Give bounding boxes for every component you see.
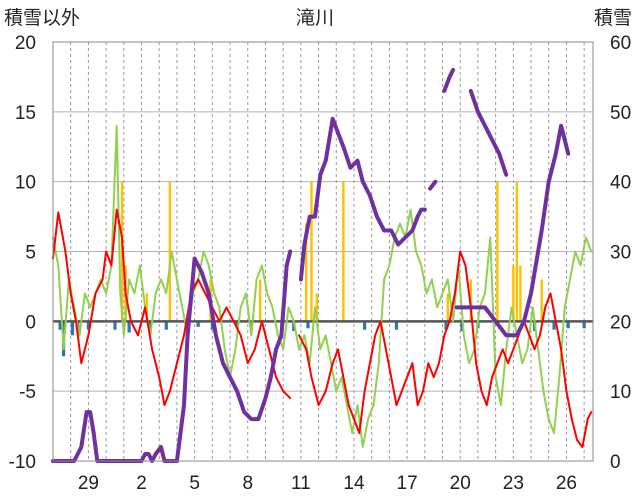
snow-depth-line <box>298 116 427 282</box>
sunshine-bar <box>58 321 62 330</box>
snow-depth-line <box>454 123 571 338</box>
x-tick-label: 17 <box>397 473 418 494</box>
sunshine-bar <box>148 321 152 332</box>
sunshine-bar <box>566 321 570 329</box>
sunshine-bar <box>196 321 200 327</box>
sunshine-bar <box>113 321 117 330</box>
left-tick-label: -10 <box>9 452 36 473</box>
left-axis-ticks: -10 -5 0 5 10 15 20 <box>9 33 36 473</box>
right-tick-label: 40 <box>610 173 631 194</box>
left-tick-label: 10 <box>15 173 36 194</box>
chart-title: 滝川 <box>296 7 334 29</box>
right-axis-label: 積雪 <box>594 7 632 29</box>
precipitation-bar <box>496 181 499 322</box>
sunshine-bar <box>164 321 168 330</box>
right-tick-label: 0 <box>610 452 621 473</box>
sunshine-bar <box>394 321 399 330</box>
precipitation-bar <box>168 181 172 322</box>
x-axis-ticks: 29 2 5 8 11 14 17 20 23 26 <box>78 473 577 494</box>
left-tick-label: 5 <box>25 243 36 264</box>
x-tick-label: 20 <box>450 473 471 494</box>
plot-frame <box>52 41 594 462</box>
sunshine-bar <box>363 321 367 330</box>
precipitation-bar <box>145 293 149 322</box>
snow-depth-line <box>428 179 438 191</box>
x-tick-label: 29 <box>78 473 99 494</box>
sunshine-bar <box>235 321 239 329</box>
x-tick-label: 23 <box>503 473 524 494</box>
left-tick-label: 15 <box>15 103 36 124</box>
left-tick-label: 0 <box>25 312 36 333</box>
x-tick-label: 2 <box>136 473 147 494</box>
temperature-change-line <box>52 124 593 448</box>
precipitation-bar <box>258 279 262 322</box>
right-tick-label: 30 <box>610 243 631 264</box>
right-tick-label: 20 <box>610 312 631 333</box>
precipitation-bar <box>512 265 515 322</box>
left-axis-label: 積雪以外 <box>4 7 80 29</box>
temperature-line <box>298 250 593 448</box>
left-tick-label: 20 <box>15 33 36 54</box>
x-tick-label: 8 <box>242 473 253 494</box>
left-tick-label: -5 <box>19 382 36 403</box>
x-tick-label: 14 <box>343 473 365 494</box>
series-lines <box>51 67 593 463</box>
precipitation-bar <box>342 181 345 322</box>
sunshine-bar <box>582 321 586 329</box>
sunshine-bar <box>306 321 310 329</box>
right-tick-label: 10 <box>610 382 631 403</box>
sunshine-bar <box>127 321 131 333</box>
x-tick-label: 11 <box>291 473 311 494</box>
temperature-line <box>52 208 292 407</box>
bars-layer <box>53 181 593 357</box>
x-tick-label: 26 <box>556 473 577 494</box>
sunshine-bar <box>552 321 556 330</box>
right-tick-label: 60 <box>610 33 631 54</box>
precipitation-bar <box>446 293 450 322</box>
precipitation-bar <box>540 279 543 322</box>
snow-depth-line <box>51 249 293 463</box>
right-axis-ticks: 0 10 20 30 40 50 60 <box>610 33 631 473</box>
precipitation-bar <box>310 181 313 322</box>
sunshine-bar <box>444 321 448 330</box>
precipitation-bar <box>519 265 522 322</box>
right-tick-label: 50 <box>610 103 631 124</box>
sunshine-bar <box>460 321 464 332</box>
snow-depth-line <box>468 88 509 177</box>
snow-depth-line <box>442 67 456 93</box>
sunshine-bar <box>70 321 75 336</box>
precipitation-bar <box>304 223 308 322</box>
sunshine-bar <box>86 321 91 330</box>
x-tick-label: 5 <box>189 473 200 494</box>
precipitation-bar <box>315 293 319 322</box>
precipitation-bar <box>515 181 519 322</box>
